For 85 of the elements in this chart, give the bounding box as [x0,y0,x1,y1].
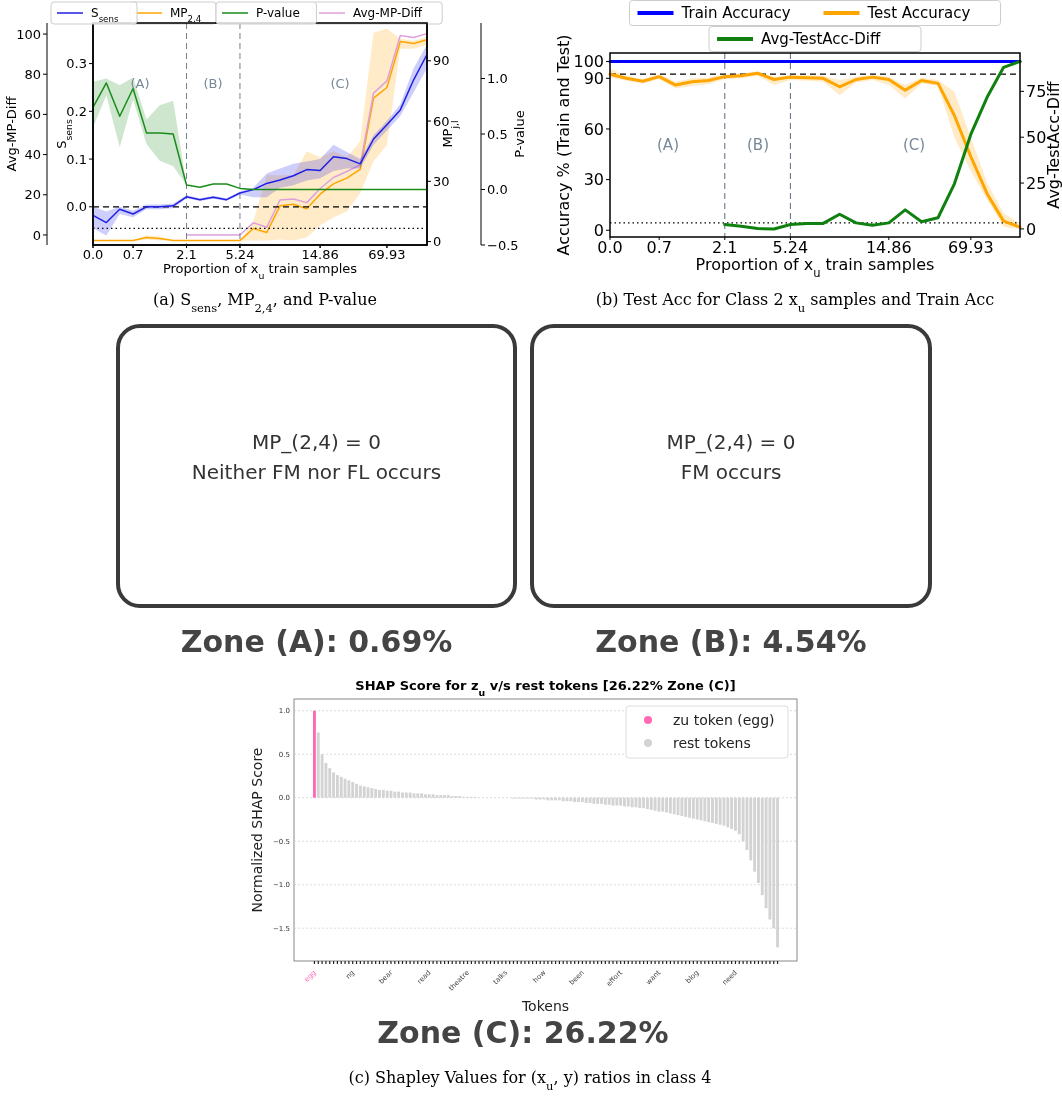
y2-tick-label: 0 [1026,219,1037,239]
y-tick-label: 100 [573,52,604,72]
legend-label: Test Accuracy [866,4,971,23]
y2-tick-label: −0.5 [487,237,519,253]
text: MP_(2,4) = 0 [666,430,796,454]
y-tick-label: 60 [24,107,41,123]
y2-tick-label: 25 [1026,173,1047,193]
legend-label: P-value [256,6,300,21]
annotation: (C) [330,76,350,91]
y2-tick-label: 0 [433,234,442,250]
y2-tick-label: 0.5 [487,126,508,142]
y-tick-label: 0 [32,227,41,243]
line-series [185,32,428,236]
y-tick-label: 0.2 [66,104,87,119]
y-tick-label: 0.3 [66,56,87,72]
legend-label: MP$_{2,4}$ [170,6,202,25]
y-tick-label: 30 [583,170,604,190]
text: Zone (B): 4.54% [595,624,867,659]
y2-tick-label: 75 [1026,82,1047,102]
text: (b) Test Acc for Class 2 x$_{u}$ samples and Train Acc [595,290,995,315]
y-tick-label: 0 [593,221,604,241]
y2-axis-title: Avg-TestAcc-Diff [1044,80,1062,209]
y2-axis-title: P-value [512,110,527,158]
x-tick-label: 14.86 [301,247,339,262]
annotation: (B) [203,76,223,91]
text: FM occurs [680,460,782,484]
y2-tick-label: 50 [1026,127,1047,147]
bar [378,789,381,798]
bar [385,790,389,798]
text: Zone (A): 0.69% [180,624,453,659]
x-tick-label: 0.7 [646,238,672,257]
x-tick-label: 0.0 [82,247,104,262]
y2-tick-label: 1.0 [487,71,508,87]
bar [404,792,408,798]
annotation: (A) [130,76,150,91]
x-tick-label: 14.86 [865,238,912,257]
chart-title: SHAP Score for z$_{u}$ v/s rest tokens [26.22% Zone (C)] [355,678,736,698]
legend-label: zu token (egg) [673,712,775,728]
y-tick-label: 20 [24,187,41,203]
bar [393,791,397,798]
text: (a) S$_{sens}$, MP$_{2,4}$, and P-value [153,290,377,315]
x-tick-label: 5.24 [225,247,255,262]
legend-label: rest tokens [673,735,751,751]
x-tick-label: 2.1 [712,238,738,257]
x-tick-label: 2.1 [176,247,197,262]
text: Zone (C): 26.22% [377,1015,669,1050]
y-tick-label: 0.0 [66,199,87,215]
legend-label: Avg-TestAcc-Diff [761,30,881,49]
x-axis-title: Proportion of x$_{u}$ train samples [695,255,935,280]
y-tick-label: 100 [16,26,41,42]
y2-tick-label: 60 [433,113,450,129]
x-tick-label: 0.0 [597,238,623,257]
y-tick-label: 90 [583,69,604,89]
text: (c) Shapley Values for (x$_{u}$, y) ratios in class 4 [348,1068,712,1093]
x-tick-label: 0.7 [122,247,144,262]
y-tick-label: 0.1 [66,151,87,167]
y2-tick-label: 0.0 [487,182,508,198]
x-tick-label: 69.93 [947,238,994,257]
legend-label: Avg-MP-Diff [353,6,423,21]
y2-tick-label: 30 [433,173,450,189]
text: MP_(2,4) = 0 [252,430,381,454]
y-tick-label: 60 [583,119,604,139]
text: Neither FM nor FL occurs [191,460,442,484]
bar [374,789,378,798]
annotation: (A) [657,136,679,154]
x-axis-title: Tokens [520,998,570,1014]
y2-tick-label: 90 [433,53,450,69]
bar [381,789,385,798]
annotation: (C) [902,136,926,154]
y-axis-title: Accuracy % (Train and Test) [554,34,573,256]
bar [316,732,320,798]
x-tick-label: 5.24 [772,238,809,257]
annotation: (B) [747,136,769,154]
bar [313,710,316,798]
legend-label: S$_{sens}$ [91,6,119,25]
y-axis-title: Normalized SHAP Score [249,747,265,913]
y-tick-label: 40 [24,147,41,163]
x-axis-title: Proportion of x$_{u}$ train samples [162,261,358,281]
x-tick-label: 69.93 [368,247,406,262]
y-tick-label: 80 [24,66,41,82]
legend-label: Train Accuracy [680,4,791,23]
y-axis-title: Avg-MP-Diff [4,95,19,172]
bar [401,792,404,798]
bar [397,791,401,798]
line-series [723,59,1022,231]
